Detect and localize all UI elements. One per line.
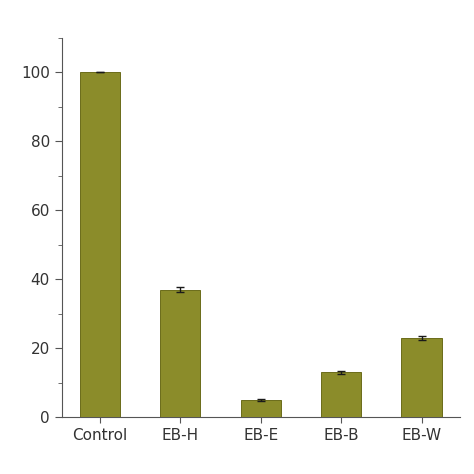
Bar <box>80 73 120 417</box>
Bar <box>160 290 201 417</box>
Bar <box>401 338 442 417</box>
Bar <box>241 400 281 417</box>
Bar <box>321 372 361 417</box>
